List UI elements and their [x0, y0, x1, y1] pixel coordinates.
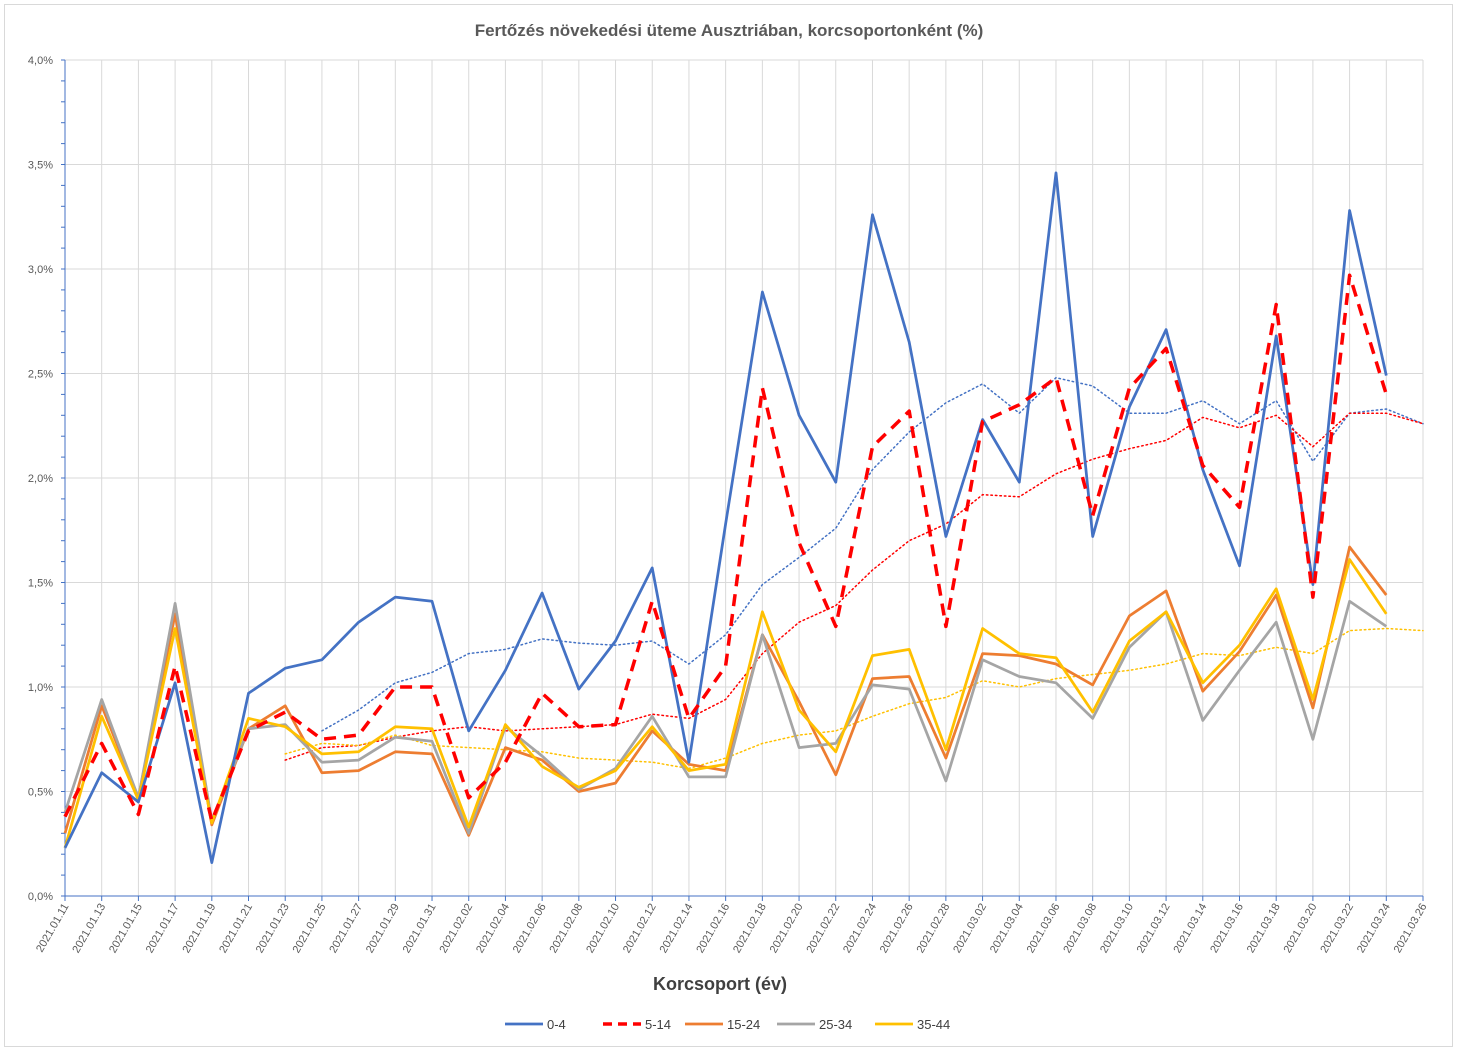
- series-line-35-44: [63, 558, 1388, 849]
- y-tick-label: 0,5%: [28, 787, 53, 799]
- series-line-0-4: [63, 171, 1388, 864]
- y-tick-label: 4,0%: [28, 55, 53, 67]
- grid: [65, 59, 1424, 897]
- x-tick-label: 2021.01.29: [364, 902, 402, 956]
- y-tick-label: 1,0%: [28, 682, 53, 694]
- legend-label-25-34: 25-34: [819, 1017, 852, 1032]
- x-tick-label: 2021.02.14: [658, 902, 696, 956]
- x-tick-label: 2021.02.18: [731, 902, 769, 956]
- legend-label-15-24: 15-24: [727, 1017, 760, 1032]
- x-tick-label: 2021.01.23: [254, 902, 292, 956]
- x-tick-label: 2021.03.02: [951, 902, 989, 956]
- x-tick-label: 2021.03.20: [1282, 902, 1320, 956]
- y-tick-label: 3,0%: [28, 264, 53, 276]
- x-tick-label: 2021.01.19: [180, 902, 218, 956]
- x-tick-label: 2021.03.04: [988, 902, 1026, 956]
- y-tick-label: 1,5%: [28, 578, 53, 590]
- x-tick-label: 2021.03.18: [1245, 902, 1283, 956]
- x-tick-label: 2021.01.13: [70, 902, 108, 956]
- x-tick-label: 2021.02.08: [548, 902, 586, 956]
- x-tick-label: 2021.01.21: [217, 902, 255, 956]
- x-tick-label: 2021.02.28: [915, 902, 953, 956]
- x-axis-title: Korcsoport (év): [653, 974, 787, 994]
- x-tick-label: 2021.02.06: [511, 902, 549, 956]
- y-tick-label: 2,0%: [28, 473, 53, 485]
- x-tick-label: 2021.03.06: [1025, 902, 1063, 956]
- x-tick-label: 2021.02.26: [878, 902, 916, 956]
- x-tick-label: 2021.02.16: [694, 902, 732, 956]
- legend-label-5-14: 5-14: [645, 1017, 671, 1032]
- series-line-15-24: [63, 545, 1388, 837]
- x-tick-label: 2021.02.10: [584, 902, 622, 956]
- trendline-1: [284, 412, 1424, 761]
- x-tick-label: 2021.03.14: [1171, 902, 1209, 956]
- trendline-2: [284, 627, 1424, 770]
- x-tick-label: 2021.01.11: [34, 902, 72, 955]
- legend-label-35-44: 35-44: [917, 1017, 950, 1032]
- x-tick-label: 2021.03.16: [1208, 902, 1246, 956]
- y-tick-label: 3,5%: [28, 160, 53, 172]
- x-tick-label: 2021.03.26: [1392, 902, 1430, 956]
- series-line-5-14: [63, 273, 1388, 823]
- x-tick-label: 2021.01.17: [144, 902, 182, 956]
- x-tick-label: 2021.03.10: [1098, 902, 1136, 956]
- x-tick-label: 2021.02.02: [437, 902, 475, 956]
- trendlines: [284, 376, 1424, 770]
- y-tick-label: 2,5%: [28, 369, 53, 381]
- x-axis: 2021.01.112021.01.132021.01.152021.01.17…: [34, 895, 1430, 956]
- x-tick-label: 2021.02.20: [768, 902, 806, 956]
- legend: 0-4 5-14 15-24 25-34 35-44: [505, 1017, 950, 1032]
- x-tick-label: 2021.02.04: [474, 902, 512, 956]
- trendline-0: [321, 376, 1424, 732]
- chart-title: Fertőzés növekedési üteme Ausztriában, k…: [475, 21, 984, 40]
- y-tick-label: 0,0%: [28, 891, 53, 903]
- x-tick-label: 2021.03.22: [1318, 902, 1356, 956]
- series-lines: [63, 171, 1388, 864]
- x-tick-label: 2021.01.15: [107, 902, 145, 956]
- x-tick-label: 2021.02.12: [621, 902, 659, 956]
- legend-label-0-4: 0-4: [547, 1017, 566, 1032]
- x-tick-label: 2021.02.24: [841, 902, 879, 956]
- x-tick-label: 2021.01.27: [327, 902, 365, 956]
- x-tick-label: 2021.03.24: [1355, 902, 1393, 956]
- x-tick-label: 2021.03.08: [1061, 902, 1099, 956]
- chart-frame: [4, 4, 1453, 1047]
- y-axis: 0,0% 0,5% 1,0% 1,5% 2,0% 2,5% 3,0% 3,5% 4,0%: [28, 55, 66, 903]
- x-tick-label: 2021.01.31: [401, 902, 439, 956]
- x-tick-label: 2021.03.12: [1135, 902, 1173, 956]
- x-tick-label: 2021.02.22: [804, 902, 842, 956]
- x-tick-label: 2021.01.25: [291, 902, 329, 956]
